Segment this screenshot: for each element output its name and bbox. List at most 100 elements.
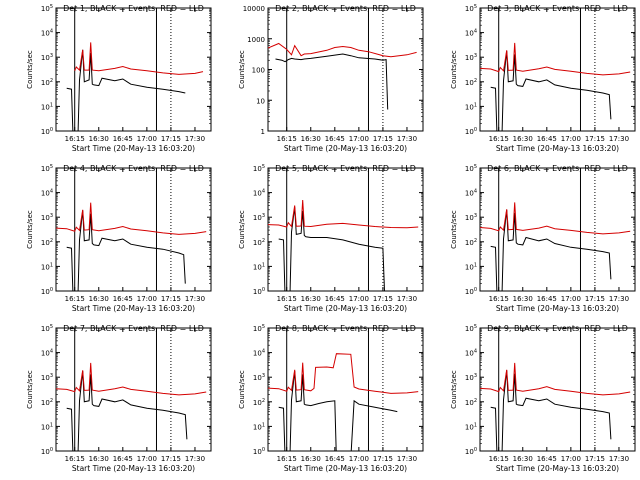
y-tick-label: 104 [465, 189, 477, 198]
x-tick-label: 17:15 [161, 295, 181, 303]
plot-frame [267, 327, 424, 452]
x-tick-label: 17:15 [373, 135, 393, 143]
plot-frame [55, 7, 212, 132]
x-tick-label: 16:15 [277, 295, 297, 303]
y-tick-label: 104 [253, 189, 265, 198]
y-tick-label: 103 [465, 53, 477, 62]
y-axis-label: Counts/sec [238, 370, 246, 409]
x-axis-label: Start Time (20-May-13 16:03:20) [284, 304, 407, 313]
y-tick-label: 100 [465, 287, 477, 296]
x-tick-label: 17:00 [561, 135, 581, 143]
x-tick-label: 16:15 [65, 295, 85, 303]
y-tick-label: 102 [41, 78, 53, 87]
y-tick-label: 105 [465, 4, 477, 13]
plot-frame [479, 7, 636, 132]
y-tick-label: 101 [465, 262, 477, 271]
events-series-line [278, 207, 385, 291]
x-tick-label: 17:00 [349, 455, 369, 463]
chart-title: Det 9, BLACK = Events, RED = LLD [487, 324, 628, 333]
y-tick-label: 103 [253, 213, 265, 222]
chart-panel-4: Det 4, BLACK = Events, RED = LLD Counts/s… [26, 164, 212, 313]
x-tick-label: 16:30 [301, 135, 321, 143]
events-series-line [66, 210, 186, 291]
events-series-line [275, 53, 389, 110]
lld-series-line [56, 202, 207, 235]
x-tick-label: 16:45 [537, 135, 557, 143]
y-tick-label: 104 [465, 29, 477, 38]
plot-frame [479, 167, 636, 292]
y-tick-label: 100 [41, 287, 53, 296]
plot-frame [267, 167, 424, 292]
x-tick-label: 16:15 [277, 455, 297, 463]
plot-frame [55, 167, 212, 292]
x-tick-label: 17:30 [397, 135, 417, 143]
lld-series-line [480, 362, 631, 396]
chart-title: Det 6, BLACK = Events, RED = LLD [487, 164, 628, 173]
x-tick-label: 16:45 [537, 295, 557, 303]
x-axis-label: Start Time (20-May-13 16:03:20) [72, 464, 195, 473]
chart-panel-5: Det 5, BLACK = Events, RED = LLD Counts/s… [238, 164, 424, 313]
events-series-line [278, 370, 398, 451]
chart-title: Det 7, BLACK = Events, RED = LLD [63, 324, 204, 333]
x-tick-label: 17:15 [585, 295, 605, 303]
chart-title: Det 8, BLACK = Events, RED = LLD [275, 324, 416, 333]
y-tick-label: 103 [41, 213, 53, 222]
x-tick-label: 16:15 [277, 135, 297, 143]
x-axis-label: Start Time (20-May-13 16:03:20) [72, 144, 195, 153]
y-tick-label: 105 [41, 4, 53, 13]
x-tick-label: 17:15 [373, 455, 393, 463]
y-tick-label: 100 [41, 447, 53, 456]
y-tick-label: 103 [465, 213, 477, 222]
x-axis-label: Start Time (20-May-13 16:03:20) [496, 304, 619, 313]
y-tick-label: 103 [41, 53, 53, 62]
y-tick-label: 101 [41, 102, 53, 111]
chart-title: Det 2, BLACK = Events, RED = LLD [275, 4, 416, 13]
y-tick-label: 105 [41, 164, 53, 173]
y-axis-label: Counts/sec [450, 210, 458, 249]
y-axis-label: Counts/sec [238, 210, 246, 249]
y-tick-label: 104 [41, 189, 53, 198]
y-tick-label: 103 [41, 373, 53, 382]
y-tick-label: 102 [41, 238, 53, 247]
y-tick-label: 10000 [243, 5, 265, 13]
x-tick-label: 17:00 [137, 135, 157, 143]
y-tick-label: 1 [261, 128, 265, 136]
x-tick-label: 17:15 [161, 455, 181, 463]
x-tick-label: 16:15 [489, 455, 509, 463]
x-tick-label: 16:30 [89, 135, 109, 143]
x-tick-label: 17:00 [349, 295, 369, 303]
y-tick-label: 101 [465, 422, 477, 431]
y-tick-label: 10 [256, 97, 265, 105]
chart-panel-2: Det 2, BLACK = Events, RED = LLD Counts/s… [238, 4, 424, 153]
y-tick-label: 102 [465, 78, 477, 87]
chart-panel-3: Det 3, BLACK = Events, RED = LLD Counts/s… [450, 4, 636, 153]
x-axis-label: Start Time (20-May-13 16:03:20) [284, 464, 407, 473]
y-tick-label: 104 [253, 349, 265, 358]
x-tick-label: 16:45 [537, 455, 557, 463]
x-tick-label: 16:30 [301, 295, 321, 303]
x-tick-label: 16:30 [89, 455, 109, 463]
y-axis-label: Counts/sec [26, 370, 34, 409]
y-tick-label: 105 [41, 324, 53, 333]
y-tick-label: 102 [41, 398, 53, 407]
y-tick-label: 100 [41, 127, 53, 136]
y-tick-label: 104 [465, 349, 477, 358]
y-tick-label: 105 [465, 324, 477, 333]
x-tick-label: 17:30 [609, 455, 629, 463]
y-tick-label: 102 [465, 398, 477, 407]
x-tick-label: 16:15 [489, 135, 509, 143]
lld-series-line [268, 353, 419, 394]
y-tick-label: 103 [465, 373, 477, 382]
chart-title: Det 5, BLACK = Events, RED = LLD [275, 164, 416, 173]
chart-title: Det 4, BLACK = Events, RED = LLD [63, 164, 204, 173]
x-tick-label: 16:30 [513, 135, 533, 143]
events-series-line [490, 209, 612, 291]
x-axis-label: Start Time (20-May-13 16:03:20) [496, 464, 619, 473]
x-tick-label: 17:30 [609, 295, 629, 303]
plot-frame [479, 327, 636, 452]
x-tick-label: 17:00 [561, 455, 581, 463]
x-tick-label: 16:45 [113, 135, 133, 143]
events-series-line [490, 370, 612, 451]
x-tick-label: 17:30 [609, 135, 629, 143]
